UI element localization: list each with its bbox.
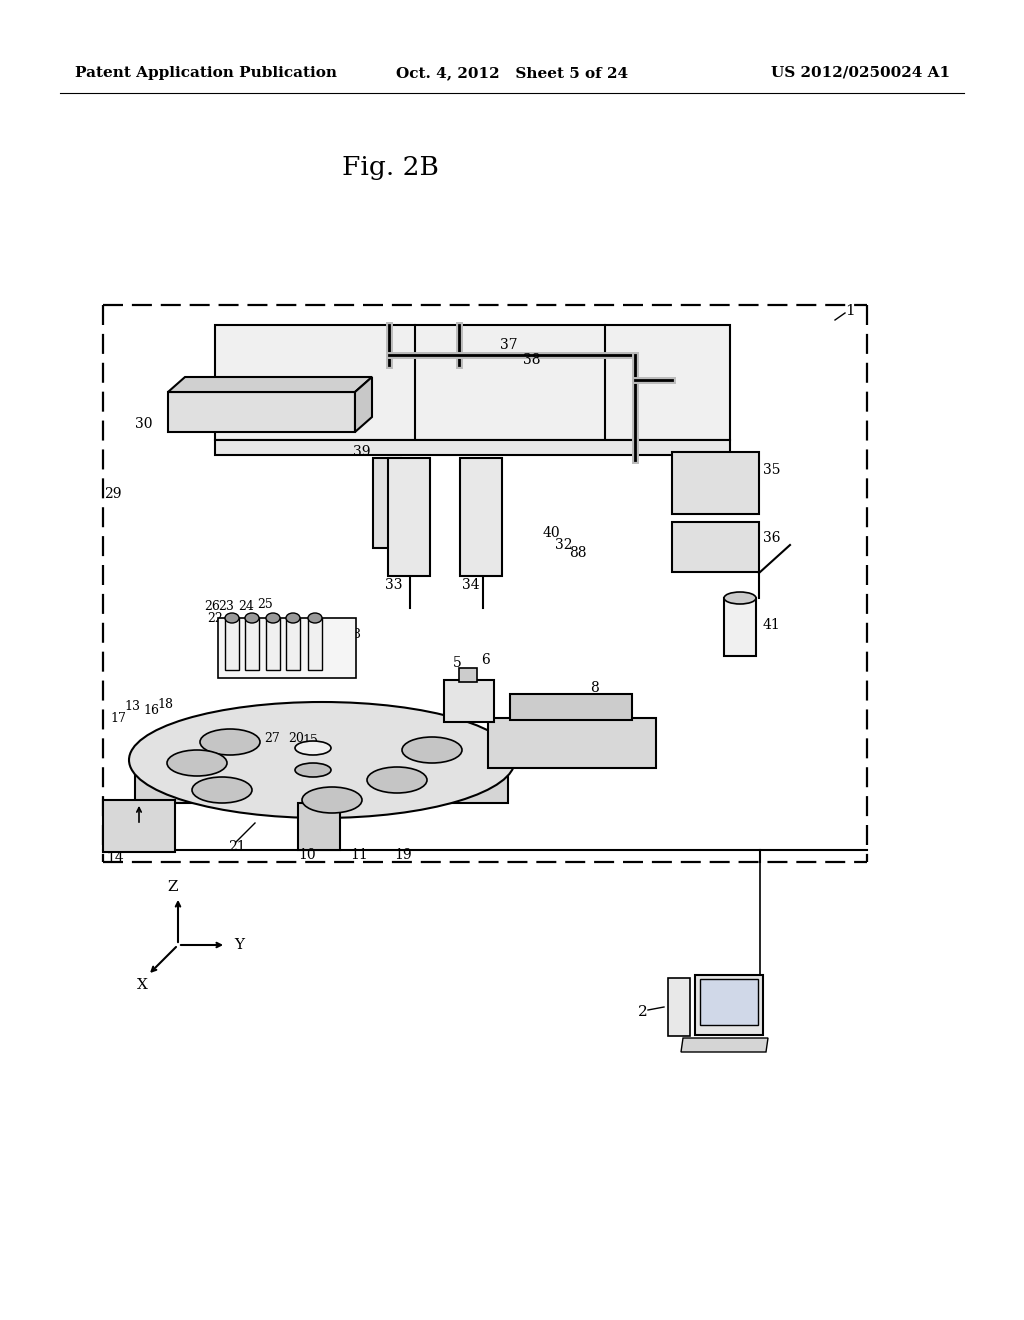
Text: 20: 20 — [288, 731, 304, 744]
Text: 27: 27 — [264, 731, 280, 744]
Polygon shape — [724, 598, 756, 656]
Text: 35: 35 — [763, 463, 780, 477]
Text: 6: 6 — [481, 653, 489, 667]
Polygon shape — [225, 618, 239, 671]
Text: 40: 40 — [543, 525, 560, 540]
Text: 38: 38 — [523, 352, 541, 367]
Text: 26: 26 — [204, 601, 220, 614]
Polygon shape — [218, 618, 356, 678]
Ellipse shape — [295, 741, 331, 755]
Ellipse shape — [308, 612, 322, 623]
Text: 11: 11 — [350, 847, 368, 862]
Polygon shape — [681, 1038, 768, 1052]
Text: X: X — [136, 978, 147, 993]
Ellipse shape — [295, 763, 331, 777]
Text: 36: 36 — [763, 531, 780, 545]
Polygon shape — [460, 458, 502, 576]
Text: 23: 23 — [218, 601, 233, 614]
Polygon shape — [298, 803, 340, 850]
Text: 88: 88 — [569, 546, 587, 560]
Polygon shape — [672, 521, 759, 572]
Text: 18: 18 — [157, 698, 173, 711]
Text: 17: 17 — [110, 711, 126, 725]
Text: 10: 10 — [298, 847, 315, 862]
Text: 39: 39 — [353, 445, 371, 459]
Polygon shape — [668, 978, 690, 1036]
Text: 28: 28 — [345, 627, 360, 640]
Ellipse shape — [129, 702, 515, 818]
Ellipse shape — [302, 787, 362, 813]
Text: 21: 21 — [228, 840, 246, 854]
Text: 5: 5 — [453, 656, 462, 671]
Polygon shape — [103, 800, 175, 851]
Text: 8: 8 — [590, 681, 599, 696]
Polygon shape — [215, 325, 730, 440]
Text: Oct. 4, 2012   Sheet 5 of 24: Oct. 4, 2012 Sheet 5 of 24 — [396, 66, 628, 81]
Polygon shape — [168, 378, 372, 392]
Text: 14: 14 — [106, 851, 124, 865]
Ellipse shape — [167, 750, 227, 776]
Text: 19: 19 — [394, 847, 412, 862]
Text: 16: 16 — [143, 705, 159, 718]
Text: 41: 41 — [763, 618, 780, 632]
Polygon shape — [388, 458, 430, 576]
Polygon shape — [355, 378, 372, 432]
Text: 31: 31 — [329, 640, 345, 653]
Text: Fig. 2B: Fig. 2B — [342, 156, 438, 181]
Ellipse shape — [266, 612, 280, 623]
Text: 24: 24 — [238, 599, 254, 612]
Ellipse shape — [402, 737, 462, 763]
Polygon shape — [488, 718, 656, 768]
Polygon shape — [459, 668, 477, 682]
Text: 13: 13 — [124, 700, 140, 713]
Ellipse shape — [200, 729, 260, 755]
Text: 2: 2 — [638, 1005, 648, 1019]
Text: 7: 7 — [492, 741, 501, 755]
Text: 30: 30 — [135, 417, 153, 432]
Polygon shape — [510, 694, 632, 719]
Ellipse shape — [367, 767, 427, 793]
Text: 32: 32 — [555, 539, 572, 552]
Ellipse shape — [225, 612, 239, 623]
Polygon shape — [135, 760, 508, 803]
Polygon shape — [215, 440, 730, 455]
Text: 33: 33 — [385, 578, 402, 591]
Ellipse shape — [286, 612, 300, 623]
Ellipse shape — [724, 591, 756, 605]
Polygon shape — [266, 618, 280, 671]
Text: 22: 22 — [207, 611, 223, 624]
Ellipse shape — [245, 612, 259, 623]
Polygon shape — [286, 618, 300, 671]
Ellipse shape — [193, 777, 252, 803]
Polygon shape — [672, 451, 759, 513]
Polygon shape — [700, 979, 758, 1026]
Polygon shape — [308, 618, 322, 671]
Text: Z: Z — [168, 880, 178, 894]
Text: Patent Application Publication: Patent Application Publication — [75, 66, 337, 81]
Text: Y: Y — [234, 939, 244, 952]
Text: 37: 37 — [500, 338, 517, 352]
Text: US 2012/0250024 A1: US 2012/0250024 A1 — [771, 66, 950, 81]
Polygon shape — [245, 618, 259, 671]
Polygon shape — [444, 680, 494, 722]
Text: 25: 25 — [257, 598, 272, 610]
Text: 34: 34 — [462, 578, 479, 591]
Polygon shape — [168, 392, 355, 432]
Polygon shape — [695, 975, 763, 1035]
Text: 1: 1 — [845, 304, 855, 318]
Polygon shape — [373, 458, 401, 548]
Text: 15: 15 — [302, 734, 317, 747]
Text: 29: 29 — [104, 487, 122, 502]
